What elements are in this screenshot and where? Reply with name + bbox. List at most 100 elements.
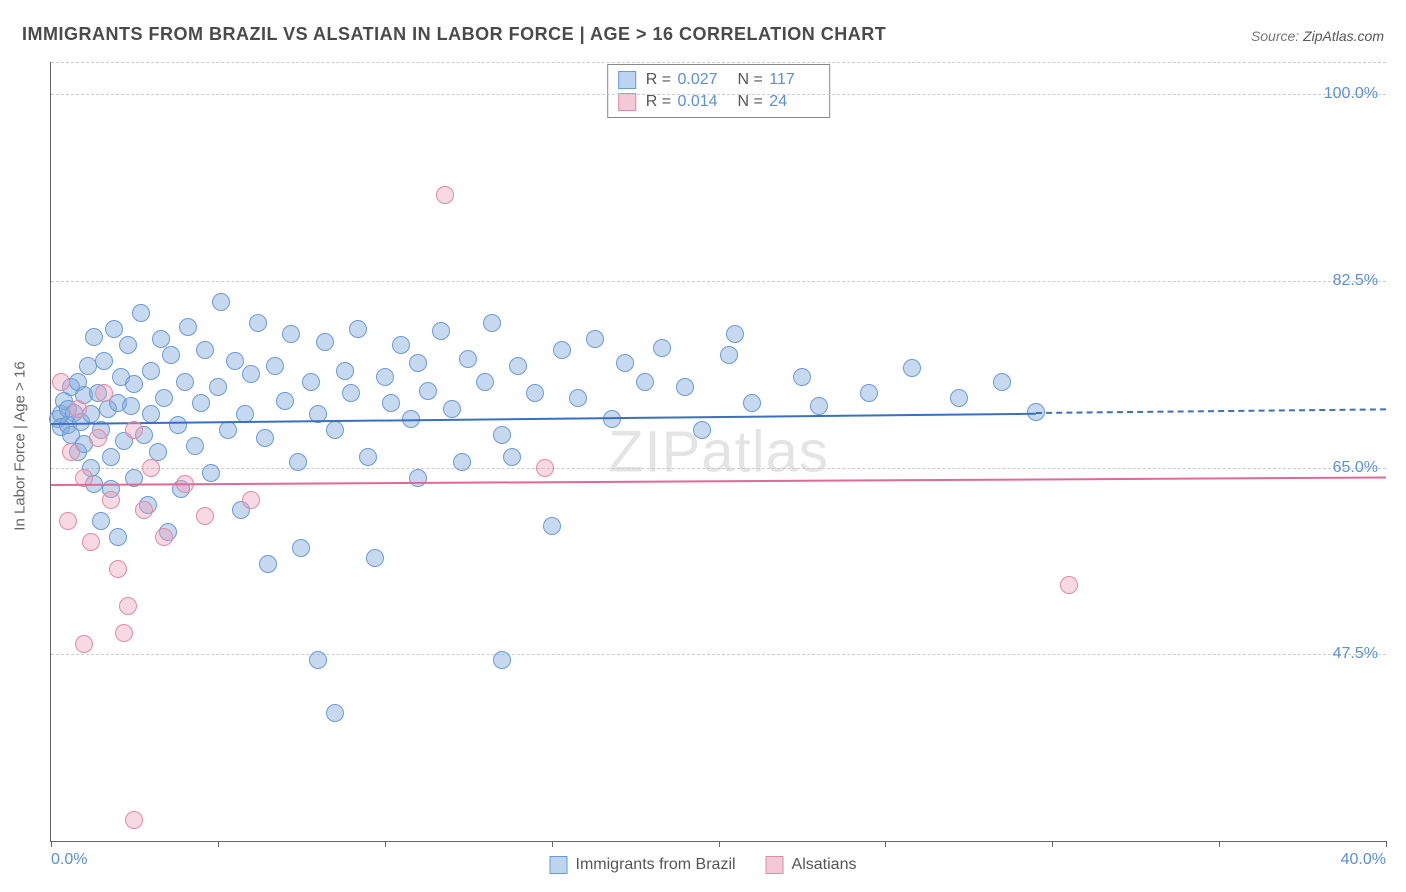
data-point-brazil — [676, 378, 694, 396]
data-point-brazil — [125, 375, 143, 393]
data-point-alsatian — [59, 512, 77, 530]
data-point-brazil — [526, 384, 544, 402]
x-tick-mark — [385, 841, 386, 847]
legend-item-brazil: Immigrants from Brazil — [550, 856, 736, 874]
chart-title: IMMIGRANTS FROM BRAZIL VS ALSATIAN IN LA… — [22, 24, 886, 45]
watermark-text: ZIPatlas — [608, 418, 829, 485]
data-point-brazil — [85, 328, 103, 346]
y-tick-label: 100.0% — [1324, 85, 1378, 103]
data-point-brazil — [259, 555, 277, 573]
data-point-brazil — [209, 378, 227, 396]
data-point-brazil — [503, 448, 521, 466]
data-point-alsatian — [196, 507, 214, 525]
data-point-brazil — [196, 341, 214, 359]
data-point-brazil — [132, 304, 150, 322]
data-point-brazil — [903, 359, 921, 377]
data-point-brazil — [616, 354, 634, 372]
source-label: Source: — [1251, 28, 1299, 44]
y-tick-label: 65.0% — [1333, 459, 1378, 477]
x-tick-mark — [1386, 841, 1387, 847]
data-point-alsatian — [155, 528, 173, 546]
data-point-brazil — [603, 410, 621, 428]
data-point-brazil — [95, 352, 113, 370]
data-point-brazil — [509, 357, 527, 375]
data-point-brazil — [743, 394, 761, 412]
series-legend: Immigrants from BrazilAlsatians — [550, 856, 857, 874]
x-tick-mark — [218, 841, 219, 847]
data-point-brazil — [543, 517, 561, 535]
data-point-brazil — [726, 325, 744, 343]
data-point-brazil — [179, 318, 197, 336]
y-axis-label: In Labor Force | Age > 16 — [12, 361, 29, 530]
x-tick-mark — [1219, 841, 1220, 847]
n-value: 117 — [769, 71, 819, 89]
data-point-brazil — [212, 293, 230, 311]
data-point-brazil — [392, 336, 410, 354]
data-point-brazil — [119, 336, 137, 354]
stats-legend: R = 0.027N = 117R = 0.014N = 24 — [607, 64, 831, 118]
data-point-alsatian — [119, 597, 137, 615]
data-point-alsatian — [109, 560, 127, 578]
data-point-brazil — [342, 384, 360, 402]
data-point-alsatian — [1060, 576, 1078, 594]
data-point-brazil — [226, 352, 244, 370]
data-point-alsatian — [82, 533, 100, 551]
trend-line-brazil — [51, 412, 1036, 424]
swatch-brazil-icon — [550, 856, 568, 874]
data-point-brazil — [720, 346, 738, 364]
source-citation: Source: ZipAtlas.com — [1251, 28, 1384, 44]
data-point-brazil — [443, 400, 461, 418]
data-point-brazil — [152, 330, 170, 348]
source-value: ZipAtlas.com — [1303, 28, 1384, 44]
data-point-alsatian — [436, 186, 454, 204]
data-point-alsatian — [125, 421, 143, 439]
data-point-alsatian — [95, 384, 113, 402]
data-point-brazil — [950, 389, 968, 407]
data-point-alsatian — [89, 429, 107, 447]
y-tick-label: 82.5% — [1333, 272, 1378, 290]
data-point-brazil — [493, 651, 511, 669]
data-point-brazil — [326, 421, 344, 439]
data-point-alsatian — [536, 459, 554, 477]
gridline-h — [51, 468, 1386, 469]
data-point-brazil — [292, 539, 310, 557]
gridline-h — [51, 62, 1386, 63]
data-point-alsatian — [242, 491, 260, 509]
data-point-brazil — [192, 394, 210, 412]
swatch-brazil-icon — [618, 71, 636, 89]
data-point-brazil — [142, 362, 160, 380]
data-point-brazil — [289, 453, 307, 471]
data-point-brazil — [176, 373, 194, 391]
data-point-brazil — [79, 357, 97, 375]
gridline-h — [51, 281, 1386, 282]
data-point-brazil — [409, 354, 427, 372]
data-point-alsatian — [135, 501, 153, 519]
r-label: R = — [646, 71, 671, 88]
n-label: N = — [738, 71, 763, 88]
data-point-brazil — [349, 320, 367, 338]
data-point-alsatian — [125, 811, 143, 829]
x-tick-label: 0.0% — [51, 851, 87, 869]
r-value: 0.014 — [678, 93, 728, 111]
data-point-brazil — [409, 469, 427, 487]
x-tick-mark — [1052, 841, 1053, 847]
data-point-alsatian — [62, 443, 80, 461]
data-point-brazil — [109, 528, 127, 546]
x-tick-mark — [51, 841, 52, 847]
data-point-brazil — [186, 437, 204, 455]
data-point-brazil — [476, 373, 494, 391]
data-point-brazil — [376, 368, 394, 386]
x-tick-mark — [719, 841, 720, 847]
data-point-brazil — [483, 314, 501, 332]
x-tick-mark — [885, 841, 886, 847]
data-point-alsatian — [102, 491, 120, 509]
data-point-brazil — [249, 314, 267, 332]
data-point-brazil — [860, 384, 878, 402]
data-point-brazil — [276, 392, 294, 410]
data-point-brazil — [493, 426, 511, 444]
data-point-brazil — [302, 373, 320, 391]
data-point-brazil — [242, 365, 260, 383]
data-point-alsatian — [69, 400, 87, 418]
data-point-brazil — [282, 325, 300, 343]
data-point-brazil — [326, 704, 344, 722]
